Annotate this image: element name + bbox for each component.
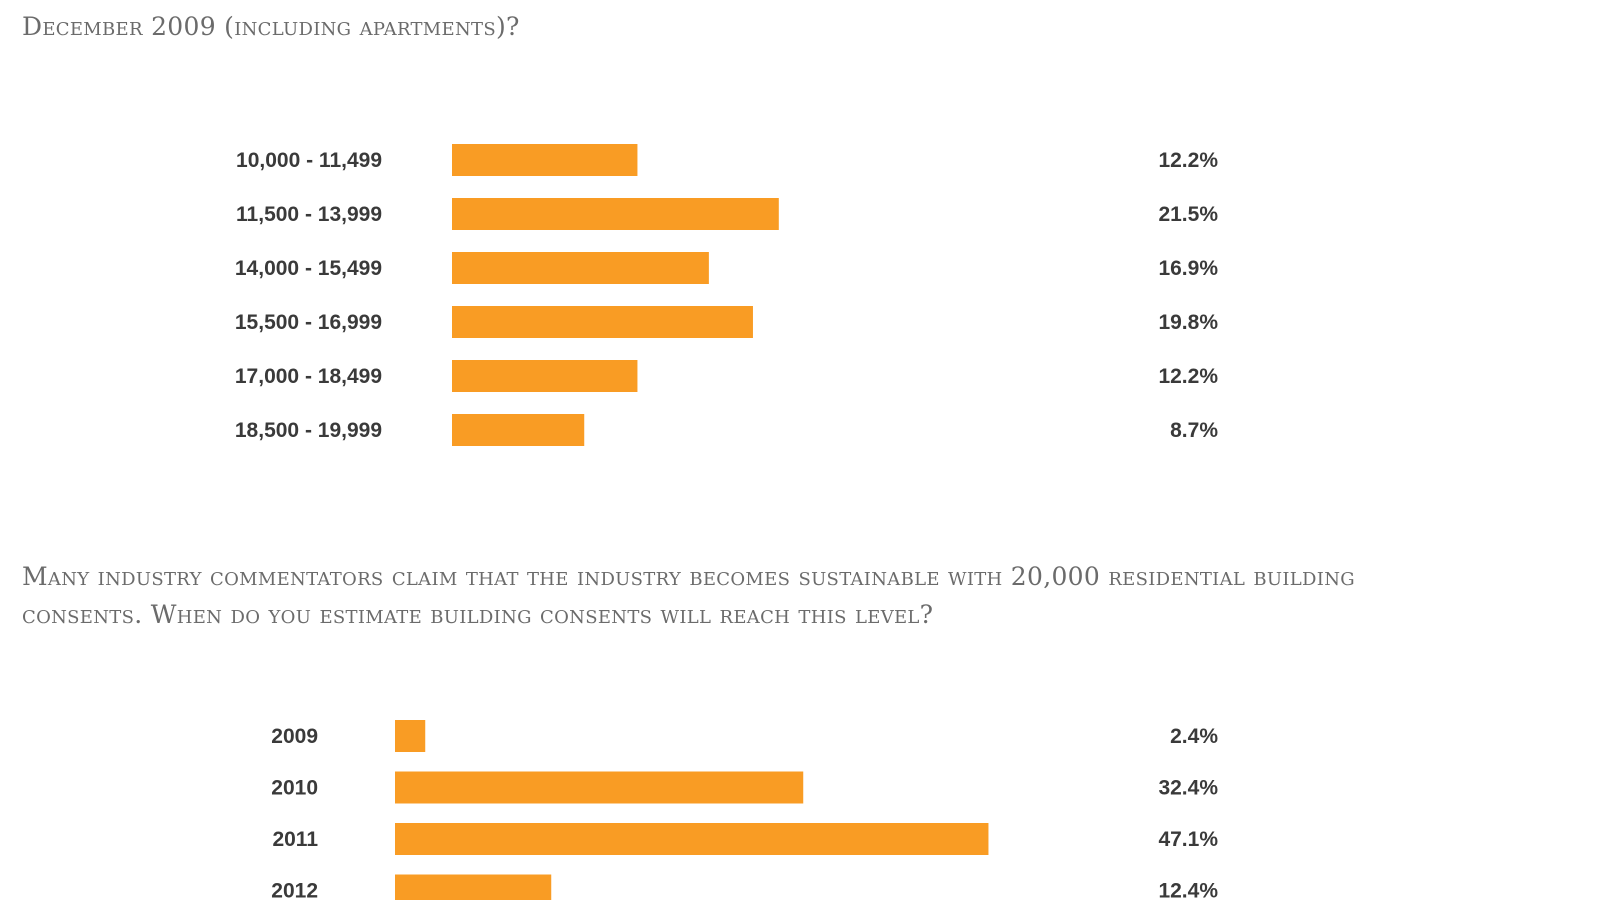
category-label: 2009 (271, 725, 318, 748)
bar (452, 360, 638, 392)
category-label: 2012 (271, 880, 318, 900)
bar (452, 414, 585, 446)
value-label: 32.4% (1158, 777, 1218, 800)
category-label: 14,000 - 15,499 (235, 257, 382, 280)
value-label: 47.1% (1158, 828, 1218, 851)
value-label: 16.9% (1158, 257, 1218, 280)
value-label: 2.4% (1170, 725, 1218, 748)
value-label: 12.4% (1158, 880, 1218, 900)
question-2-title-line-1: Many industry commentators claim that th… (22, 562, 1355, 591)
category-label: 10,000 - 11,499 (236, 149, 382, 172)
year-reached-bar-chart: 2009 2.4% 2010 32.4% 2011 47.1% 2012 12.4% (271, 720, 1218, 900)
category-label: 2010 (271, 777, 318, 800)
category-label: 11,500 - 13,999 (236, 203, 382, 226)
value-label: 8.7% (1170, 419, 1218, 442)
value-label: 12.2% (1158, 365, 1218, 388)
category-label: 18,500 - 19,999 (235, 419, 382, 442)
bar (395, 823, 989, 855)
question-1-title: December 2009 (including apartments)? (22, 12, 520, 41)
bar (395, 720, 426, 752)
question-2-title: Many industry commentators claim that th… (22, 558, 1355, 634)
bar (452, 306, 753, 338)
category-label: 17,000 - 18,499 (235, 365, 382, 388)
bar (395, 874, 552, 900)
value-label: 21.5% (1158, 203, 1218, 226)
bar (395, 771, 804, 804)
bar (452, 144, 638, 176)
category-label: 15,500 - 16,999 (235, 311, 382, 334)
category-label: 2011 (272, 828, 318, 851)
question-2-title-line-2: consents. When do you estimate building … (22, 600, 934, 629)
value-label: 12.2% (1158, 149, 1218, 172)
value-label: 19.8% (1158, 311, 1218, 334)
bar (452, 198, 779, 230)
consents-range-bar-chart: 10,000 - 11,499 12.2% 11,500 - 13,999 21.5%… (235, 144, 1218, 446)
bar (452, 252, 709, 284)
